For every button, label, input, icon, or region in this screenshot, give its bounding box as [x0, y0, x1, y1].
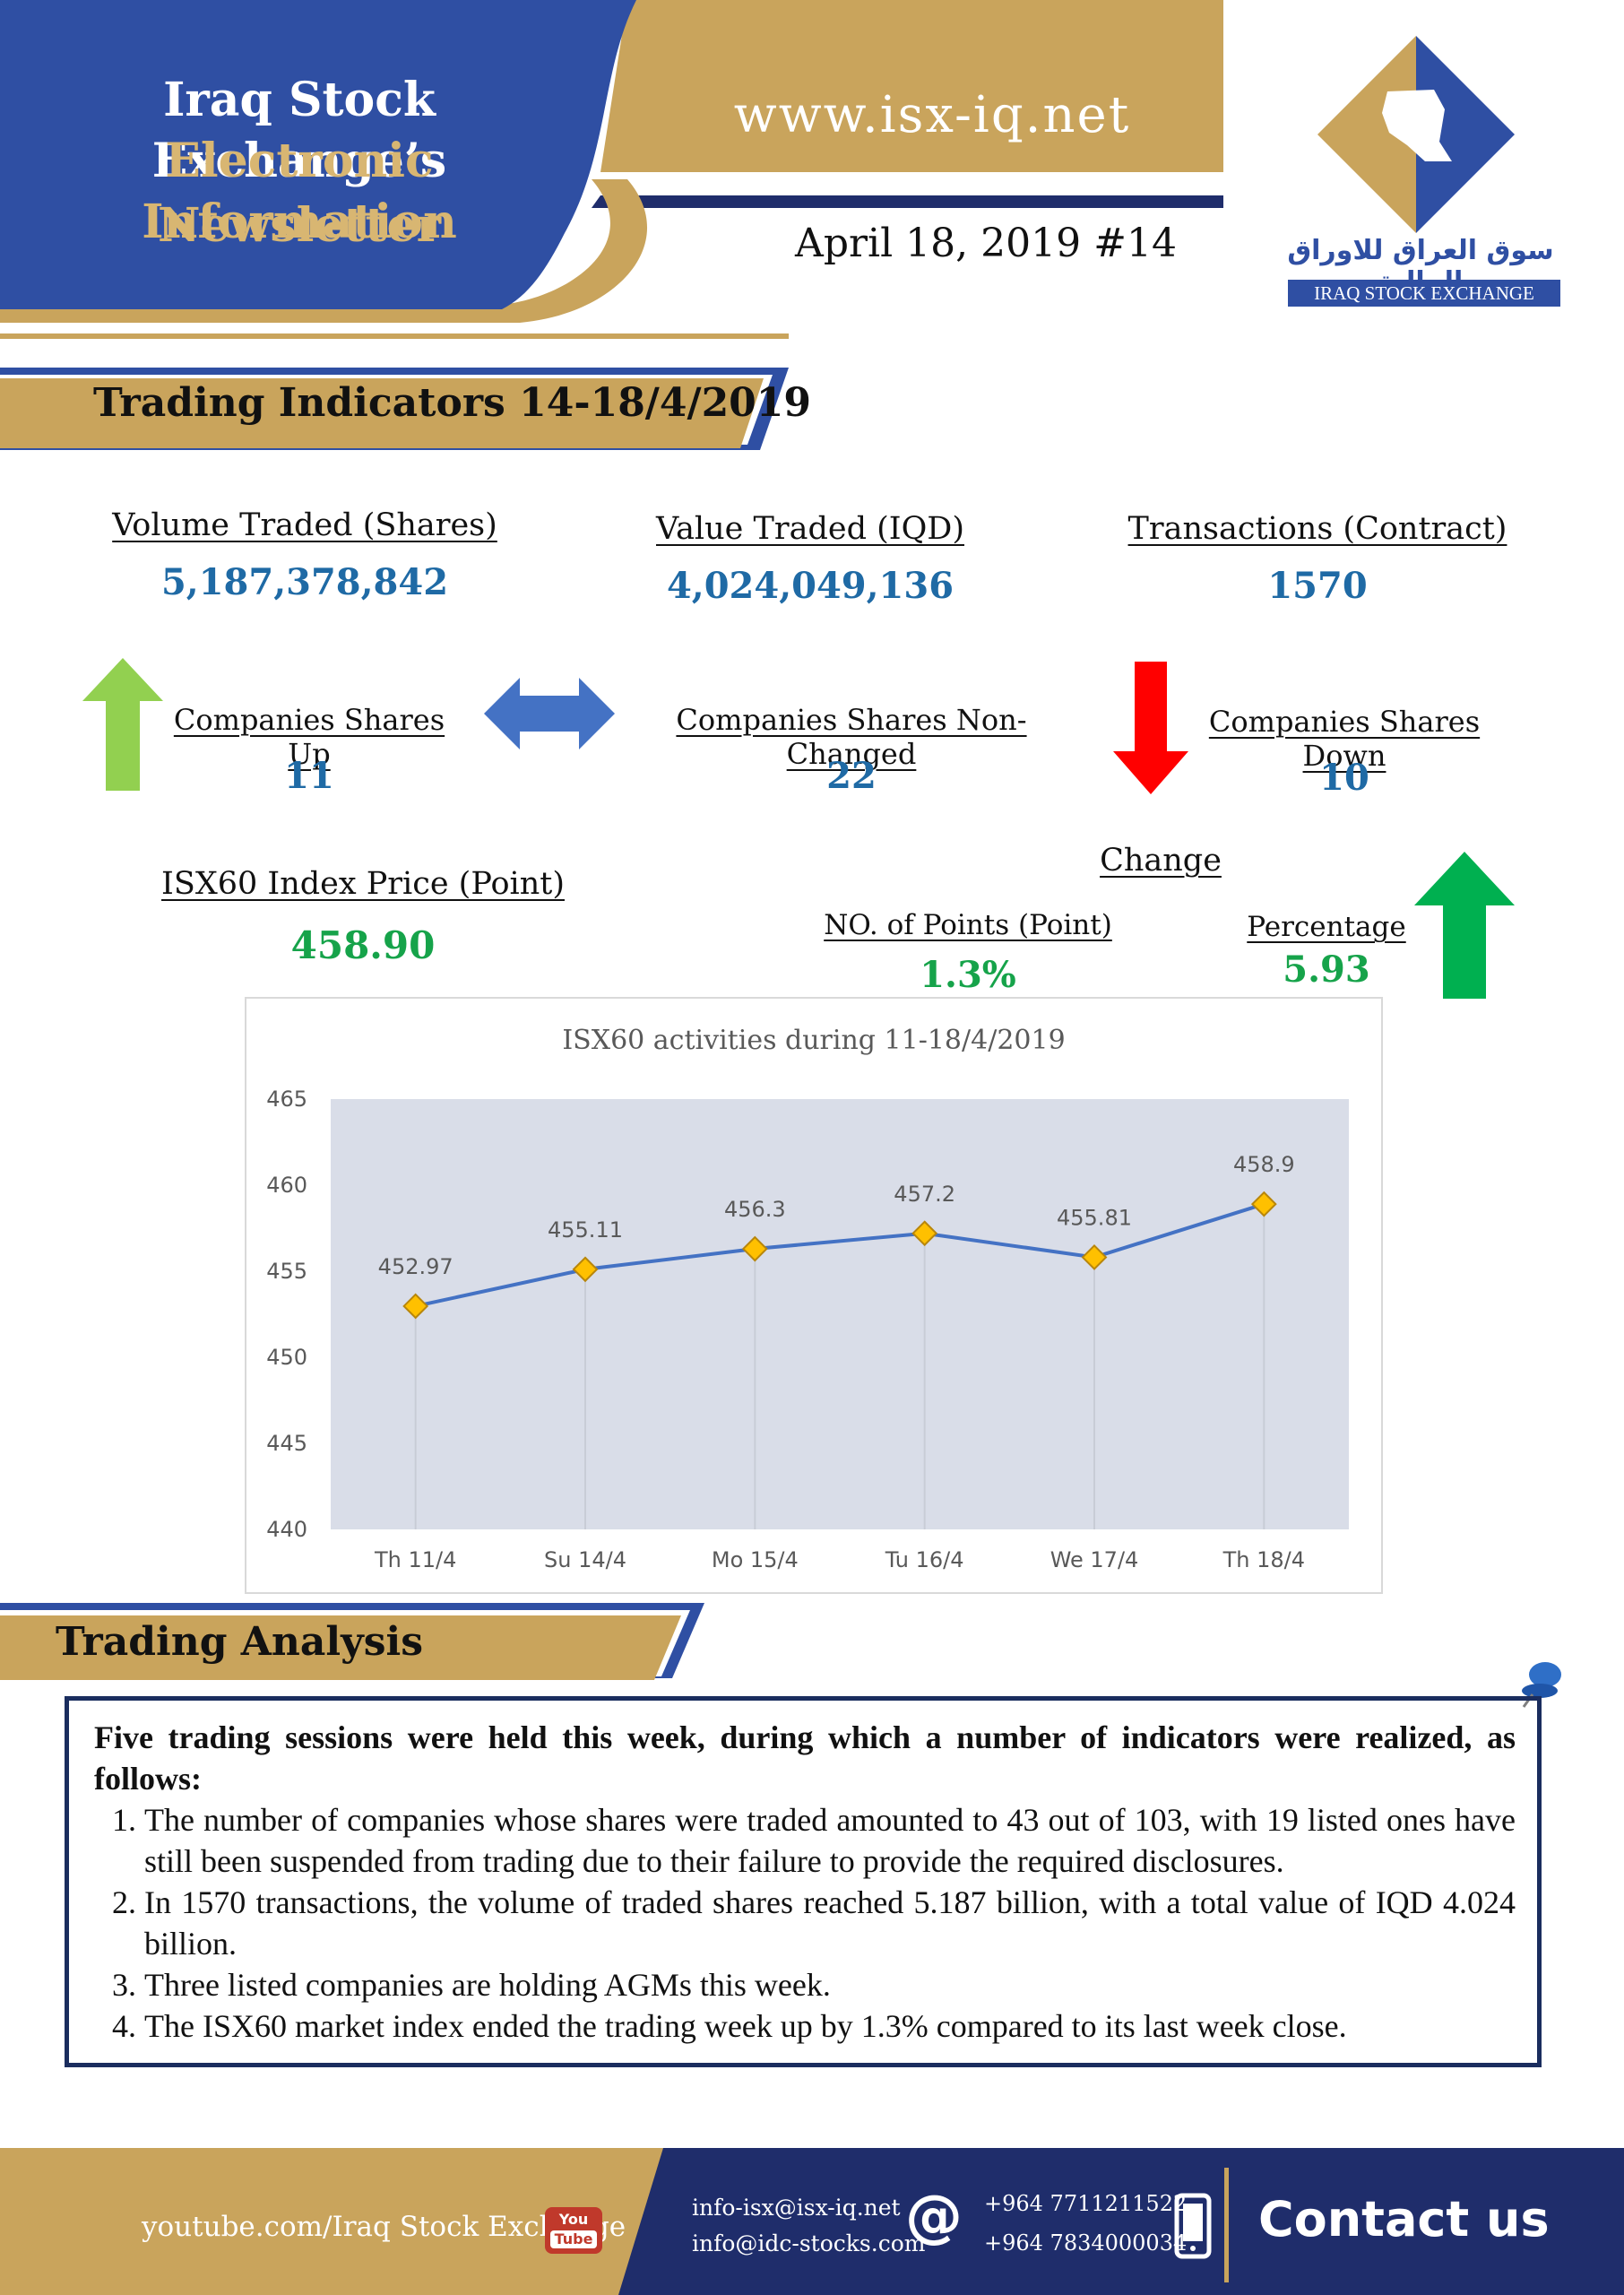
points-label: NO. of Points (Point) [824, 909, 1112, 941]
shares-unchanged-value: 22 [826, 755, 877, 797]
footer-background [0, 2148, 1624, 2295]
percentage-value: 5.93 [1283, 948, 1370, 991]
shares-down-value: 10 [1319, 757, 1369, 799]
data-point [1081, 1244, 1108, 1270]
x-tick-label: Tu 16/4 [885, 1547, 964, 1572]
index-price-value: 458.90 [290, 923, 436, 967]
series-line [415, 1202, 1265, 1308]
isx60-chart: ISX60 activities during 11-18/4/2019 440… [245, 997, 1383, 1594]
trading-indicators-title: Trading Indicators 14-18/4/2019 [93, 380, 812, 426]
x-tick-label: Mo 15/4 [712, 1547, 799, 1572]
y-tick-label: 460 [266, 1173, 307, 1198]
volume-label: Volume Traded (Shares) [112, 507, 497, 543]
youtube-icon-top-text: You [558, 2211, 589, 2228]
shares-down-label: Companies Shares Down [1208, 705, 1481, 773]
data-point [911, 1220, 938, 1247]
newsletter-title-line3: Newsletter [157, 198, 441, 253]
analysis-banner [0, 1603, 704, 1680]
shares-up-value: 11 [284, 755, 334, 797]
data-point [572, 1256, 599, 1283]
data-label: 456.3 [724, 1197, 786, 1222]
data-label: 455.81 [1057, 1205, 1132, 1230]
shares-up-label: Companies Shares Up [173, 703, 445, 771]
x-tick-label: We 17/4 [1050, 1547, 1139, 1572]
chart-svg: ISX60 activities during 11-18/4/2019 440… [266, 1025, 1349, 1572]
data-label: 455.11 [548, 1217, 623, 1243]
y-tick-label: 455 [266, 1259, 307, 1284]
trading-analysis-title: Trading Analysis [56, 1619, 423, 1665]
x-tick-label: Th 11/4 [374, 1547, 456, 1572]
email-secondary[interactable]: info@idc-stocks.com [692, 2230, 926, 2256]
shares-unchanged-arrow-icon [484, 678, 615, 749]
contact-us-heading: Contact us [1258, 2191, 1550, 2247]
analysis-item: Three listed companies are holding AGMs … [144, 1964, 1516, 2005]
transactions-label: Transactions (Contract) [1127, 511, 1507, 547]
analysis-item: In 1570 transactions, the volume of trad… [144, 1882, 1516, 1964]
trading-analysis-box: Five trading sessions were held this wee… [65, 1696, 1542, 2067]
analysis-lead: Five trading sessions were held this wee… [94, 1719, 1516, 1797]
y-tick-label: 465 [266, 1087, 307, 1112]
data-point [1250, 1191, 1277, 1217]
chart-title: ISX60 activities during 11-18/4/2019 [562, 1025, 1065, 1056]
y-tick-label: 440 [266, 1517, 307, 1542]
data-label: 452.97 [378, 1254, 454, 1279]
analysis-item: The ISX60 market index ended the trading… [144, 2005, 1516, 2047]
percentage-label: Percentage [1247, 911, 1406, 943]
email-at-icon: @ [905, 2184, 963, 2250]
shares-unchanged-label: Companies Shares Non-Changed [676, 703, 1027, 771]
x-tick-label: Th 18/4 [1222, 1547, 1305, 1572]
issue-date: April 18, 2019 #14 [795, 221, 1177, 266]
y-tick-label: 450 [266, 1345, 307, 1370]
data-label: 458.9 [1233, 1152, 1295, 1177]
volume-value: 5,187,378,842 [160, 561, 449, 603]
data-point [741, 1235, 768, 1262]
newsletter-title-line2: Electronic Information [142, 134, 457, 249]
newsletter-title-line1: Iraq Stock Exchange’s [151, 73, 447, 188]
pushpin-icon [1522, 1662, 1561, 1708]
website-link[interactable]: www.isx-iq.net [733, 86, 1131, 144]
index-up-arrow-icon [1414, 852, 1515, 999]
mobile-phone-icon [1174, 2193, 1212, 2259]
logo-english-name: IRAQ STOCK EXCHANGE [1288, 280, 1560, 307]
email-primary[interactable]: info-isx@isx-iq.net [692, 2195, 901, 2221]
x-tick-label: Su 14/4 [544, 1547, 626, 1572]
plot-area [331, 1099, 1349, 1529]
change-label: Change [1100, 843, 1222, 879]
youtube-icon[interactable]: You Tube [545, 2207, 602, 2254]
transactions-value: 1570 [1267, 565, 1368, 607]
analysis-list: The number of companies whose shares wer… [94, 1799, 1516, 2047]
header-background [0, 0, 1223, 450]
phone-primary[interactable]: +964 7711211522 [984, 2191, 1188, 2216]
phone-secondary[interactable]: +964 7834000034 [984, 2230, 1188, 2256]
value-traded-label: Value Traded (IQD) [656, 511, 964, 547]
analysis-item: The number of companies whose shares wer… [144, 1799, 1516, 1882]
points-value: 1.3% [920, 954, 1016, 996]
value-traded-value: 4,024,049,136 [666, 565, 955, 607]
data-point [402, 1293, 429, 1320]
data-label: 457.2 [894, 1182, 955, 1207]
shares-down-arrow-icon [1113, 662, 1188, 794]
shares-up-arrow-icon [82, 658, 163, 791]
index-price-label: ISX60 Index Price (Point) [161, 866, 565, 902]
youtube-icon-bottom-text: Tube [550, 2230, 597, 2248]
isx-logo-icon [1317, 36, 1515, 233]
y-tick-label: 445 [266, 1431, 307, 1456]
